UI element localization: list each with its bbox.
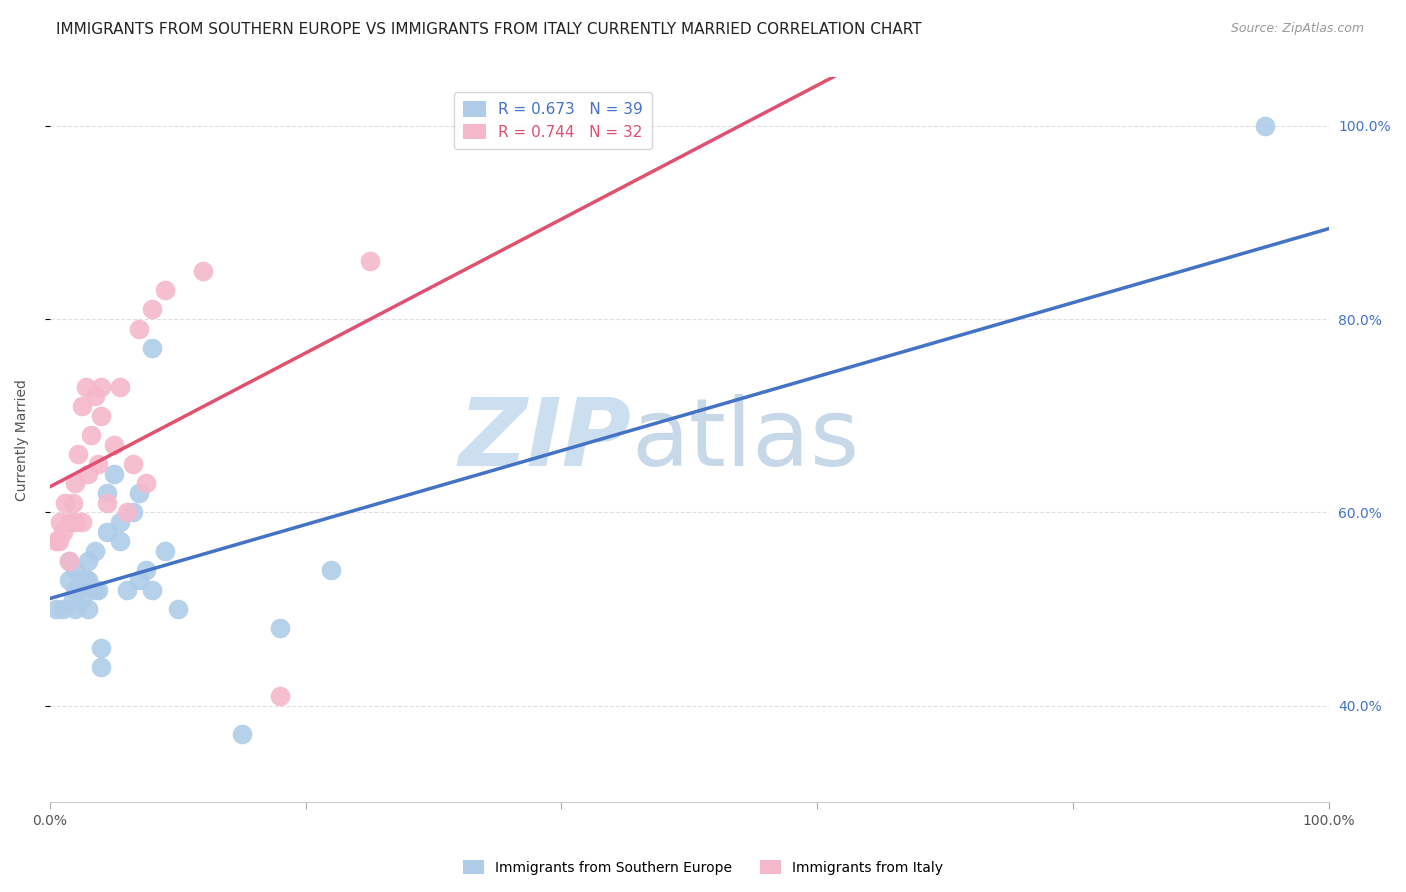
Point xyxy=(65,602,87,616)
Legend: Immigrants from Southern Europe, Immigrants from Italy: Immigrants from Southern Europe, Immigra… xyxy=(457,855,949,880)
Point xyxy=(103,467,125,481)
Point xyxy=(45,534,67,549)
Legend: R = 0.673   N = 39, R = 0.744   N = 32: R = 0.673 N = 39, R = 0.744 N = 32 xyxy=(454,93,652,149)
Point xyxy=(122,505,145,519)
Point xyxy=(90,660,112,674)
Point xyxy=(108,534,131,549)
Point xyxy=(45,602,67,616)
Point xyxy=(77,553,100,567)
Point xyxy=(115,582,138,597)
Point xyxy=(65,563,87,577)
Point xyxy=(52,524,75,539)
Point xyxy=(80,428,103,442)
Point xyxy=(53,495,76,509)
Point xyxy=(70,399,93,413)
Point xyxy=(96,524,118,539)
Point xyxy=(359,254,381,268)
Point xyxy=(321,563,343,577)
Point xyxy=(128,321,150,335)
Text: atlas: atlas xyxy=(631,393,860,486)
Point xyxy=(70,573,93,587)
Point xyxy=(66,447,89,461)
Point xyxy=(65,515,87,529)
Point xyxy=(115,505,138,519)
Point xyxy=(49,515,72,529)
Point xyxy=(122,457,145,471)
Point xyxy=(269,621,291,635)
Point xyxy=(153,283,176,297)
Point xyxy=(83,544,105,558)
Point xyxy=(83,582,105,597)
Point xyxy=(231,727,253,741)
Point xyxy=(58,553,80,567)
Point xyxy=(65,582,87,597)
Point xyxy=(108,515,131,529)
Point xyxy=(269,689,291,703)
Point xyxy=(128,486,150,500)
Point xyxy=(87,457,110,471)
Point xyxy=(96,486,118,500)
Point xyxy=(77,602,100,616)
Point xyxy=(90,409,112,423)
Point xyxy=(52,602,75,616)
Point xyxy=(58,553,80,567)
Point xyxy=(77,467,100,481)
Point xyxy=(77,573,100,587)
Point xyxy=(128,573,150,587)
Point xyxy=(135,476,157,491)
Point xyxy=(75,573,97,587)
Point xyxy=(58,573,80,587)
Point xyxy=(48,534,70,549)
Point xyxy=(90,640,112,655)
Point xyxy=(62,592,84,607)
Point xyxy=(96,495,118,509)
Point xyxy=(1254,119,1277,133)
Point xyxy=(75,379,97,393)
Point xyxy=(141,302,163,317)
Point xyxy=(108,379,131,393)
Text: ZIP: ZIP xyxy=(458,393,631,486)
Point xyxy=(193,263,215,277)
Point xyxy=(396,814,419,829)
Point xyxy=(65,476,87,491)
Point xyxy=(58,515,80,529)
Point xyxy=(83,389,105,403)
Point xyxy=(70,592,93,607)
Point xyxy=(90,379,112,393)
Text: Source: ZipAtlas.com: Source: ZipAtlas.com xyxy=(1230,22,1364,36)
Point xyxy=(141,341,163,355)
Point xyxy=(166,602,188,616)
Point xyxy=(87,582,110,597)
Point xyxy=(62,495,84,509)
Point xyxy=(141,582,163,597)
Text: IMMIGRANTS FROM SOUTHERN EUROPE VS IMMIGRANTS FROM ITALY CURRENTLY MARRIED CORRE: IMMIGRANTS FROM SOUTHERN EUROPE VS IMMIG… xyxy=(56,22,922,37)
Point xyxy=(103,437,125,451)
Point xyxy=(66,582,89,597)
Point xyxy=(153,544,176,558)
Y-axis label: Currently Married: Currently Married xyxy=(15,379,30,500)
Point xyxy=(70,515,93,529)
Point xyxy=(135,563,157,577)
